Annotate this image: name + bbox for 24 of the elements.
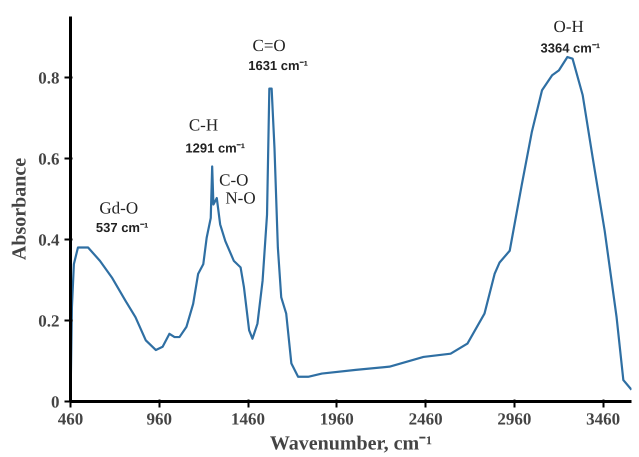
x-tick-label: 3460: [586, 410, 620, 428]
x-tick-label: 2960: [497, 410, 532, 428]
y-tick-label: 0.6: [38, 149, 60, 168]
y-tick-label: 0.2: [38, 311, 60, 330]
annotation: 537 cm⁻¹: [96, 220, 148, 236]
y-tick-label: 0: [51, 392, 60, 412]
annotation: C-O: [219, 170, 248, 190]
annotation: C=O: [252, 36, 286, 56]
x-tick-label: 460: [58, 410, 84, 428]
annotation: Gd-O: [99, 198, 138, 218]
annotation: 1631 cm⁻¹: [248, 58, 308, 74]
annotation: 3364 cm⁻¹: [540, 40, 600, 56]
x-tick-label: 1960: [320, 410, 354, 428]
x-axis-title: Wavenumber, cm⁻¹: [270, 432, 432, 454]
x-tick-label: 960: [146, 410, 172, 428]
annotation: 1291 cm⁻¹: [185, 140, 246, 156]
annotation: C-H: [188, 116, 218, 135]
y-tick-label: 0.4: [38, 230, 60, 250]
y-tick-label: 0.8: [38, 68, 60, 88]
y-axis-title: Absorbance: [8, 158, 30, 260]
x-tick-label: 1460: [231, 410, 266, 428]
annotation: O-H: [554, 17, 584, 36]
x-tick-label: 2460: [408, 410, 443, 428]
annotation: N-O: [225, 188, 256, 208]
